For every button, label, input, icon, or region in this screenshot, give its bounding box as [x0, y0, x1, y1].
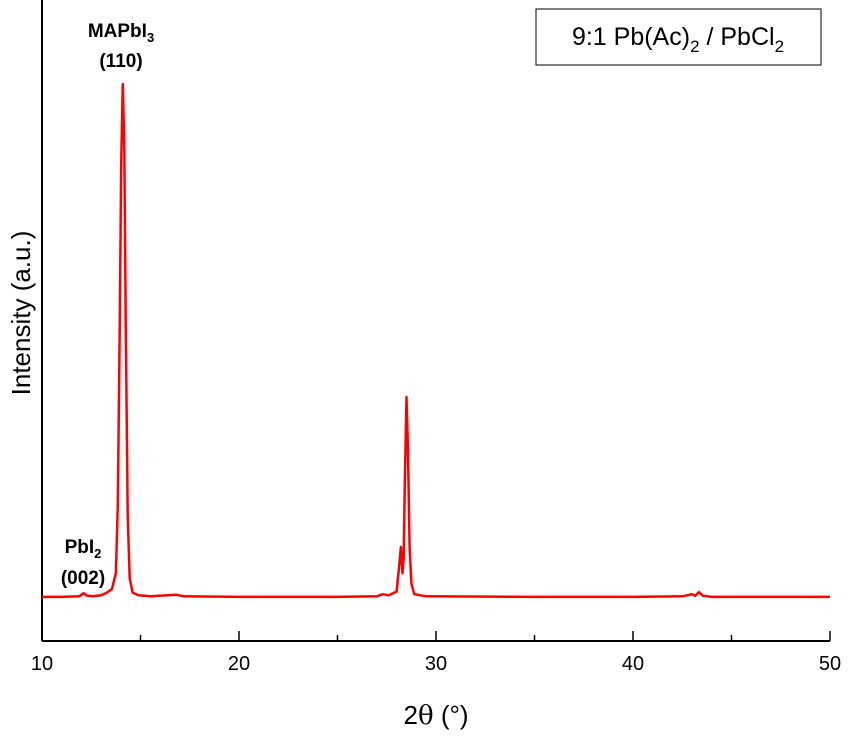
legend-box: [535, 8, 822, 66]
legend-label: 9:1 Pb(Ac)2 / PbCl2: [572, 23, 784, 56]
series-line: [42, 82, 830, 599]
x-tick-label: 40: [622, 653, 644, 675]
peak-label-mapbi3-plane: (110): [99, 51, 142, 72]
y-axis-title: Intensity (a.u.): [6, 231, 36, 396]
x-tick-label: 50: [819, 653, 841, 675]
x-tick-label: 10: [31, 653, 53, 675]
x-axis-title: 2θ (°): [403, 700, 468, 731]
peak-label-mapbi3-formula: MAPbI3: [88, 21, 154, 45]
peak-label-pbi2-plane: (002): [61, 568, 105, 589]
peak-label-pbi2-formula: PbI2: [65, 537, 102, 561]
x-tick-label: 30: [425, 653, 447, 675]
x-tick-label: 20: [228, 653, 250, 675]
x-ticks: [41, 631, 831, 641]
x-tick-labels: 10 20 30 40 50: [31, 653, 841, 675]
